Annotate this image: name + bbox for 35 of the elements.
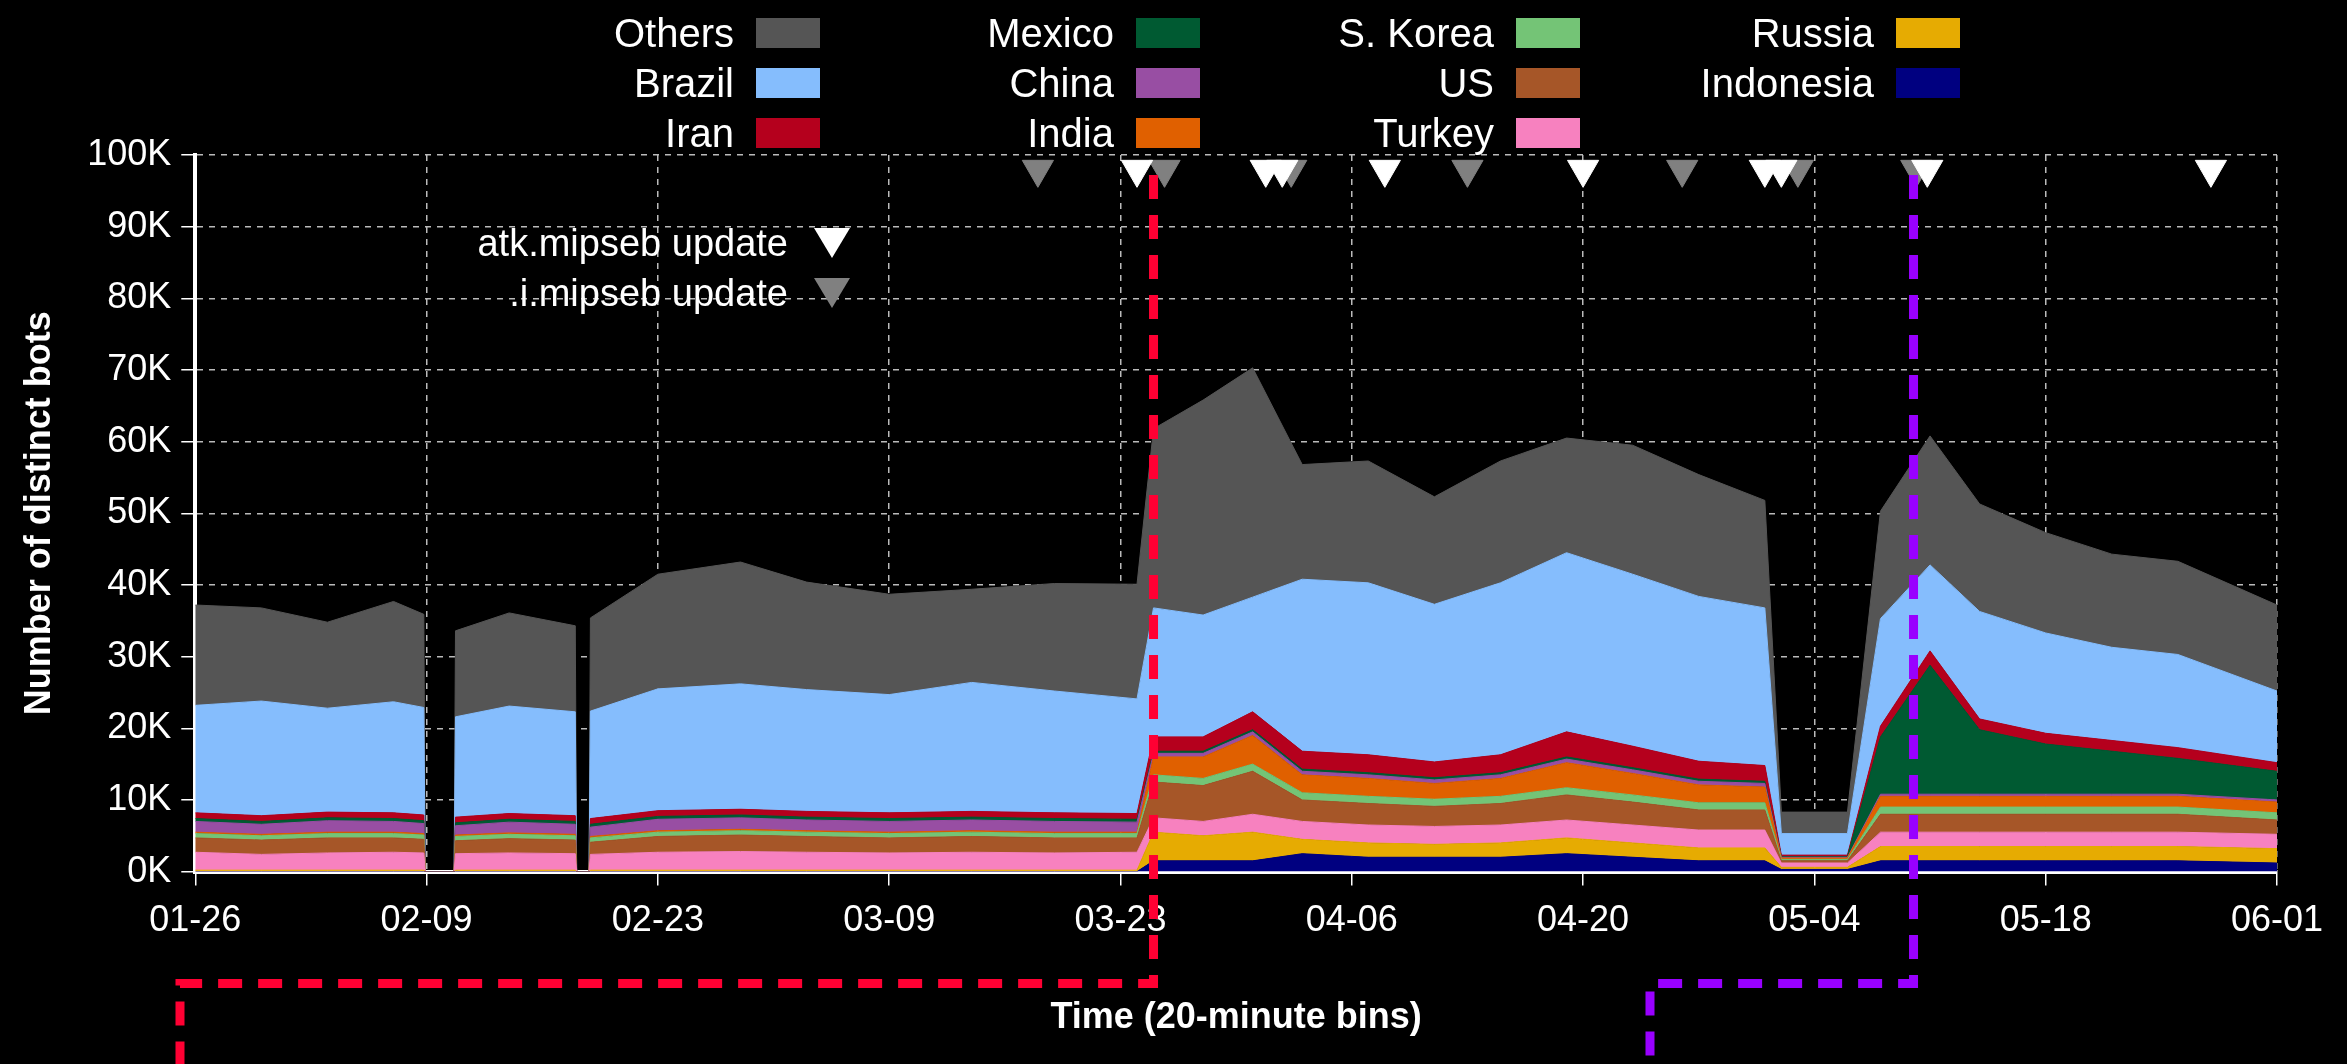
x-tick-label: 05-04 bbox=[1768, 898, 1861, 940]
x-axis-title: Time (20-minute bins) bbox=[1050, 995, 1422, 1037]
x-tick-label: 01-26 bbox=[149, 898, 242, 940]
legend-label: India bbox=[1027, 110, 1114, 156]
legend-label: Iran bbox=[665, 110, 734, 156]
x-tick-label: 02-23 bbox=[611, 898, 704, 940]
x-tick-label: 03-09 bbox=[843, 898, 936, 940]
legend-label: China bbox=[1009, 60, 1114, 106]
x-tick-label: 06-01 bbox=[2230, 898, 2324, 940]
x-tick-label: 05-18 bbox=[1999, 898, 2092, 940]
y-tick-label: 20K bbox=[107, 705, 172, 747]
y-tick-label: 0K bbox=[127, 848, 172, 890]
legend-label: US bbox=[1438, 60, 1494, 106]
y-axis-title: Number of distinct bots bbox=[16, 311, 58, 716]
y-tick-label: 50K bbox=[107, 490, 172, 532]
y-tick-label: 100K bbox=[87, 131, 172, 173]
legend-label: Indonesia bbox=[1700, 60, 1874, 106]
legend-label: Brazil bbox=[633, 60, 734, 106]
legend-label: atk.mipseb update bbox=[477, 221, 788, 265]
legend-label: Mexico bbox=[987, 10, 1114, 56]
y-tick-label: 70K bbox=[107, 346, 172, 388]
legend-label: Turkey bbox=[1373, 110, 1494, 156]
x-tick-label: 04-20 bbox=[1537, 898, 1630, 940]
y-tick-label: 80K bbox=[107, 275, 172, 317]
legend-label: Russia bbox=[1751, 10, 1874, 56]
y-tick-label: 60K bbox=[107, 418, 172, 460]
legend-label: S. Korea bbox=[1338, 10, 1494, 56]
legend-label: .i.mipseb update bbox=[509, 271, 788, 315]
y-tick-label: 90K bbox=[107, 203, 172, 245]
x-tick-label: 04-06 bbox=[1305, 898, 1398, 940]
x-tick-label: 02-09 bbox=[380, 898, 473, 940]
y-tick-label: 10K bbox=[107, 776, 172, 818]
y-tick-label: 30K bbox=[107, 633, 172, 675]
legend-label: Others bbox=[613, 10, 734, 56]
y-tick-label: 40K bbox=[107, 561, 172, 603]
